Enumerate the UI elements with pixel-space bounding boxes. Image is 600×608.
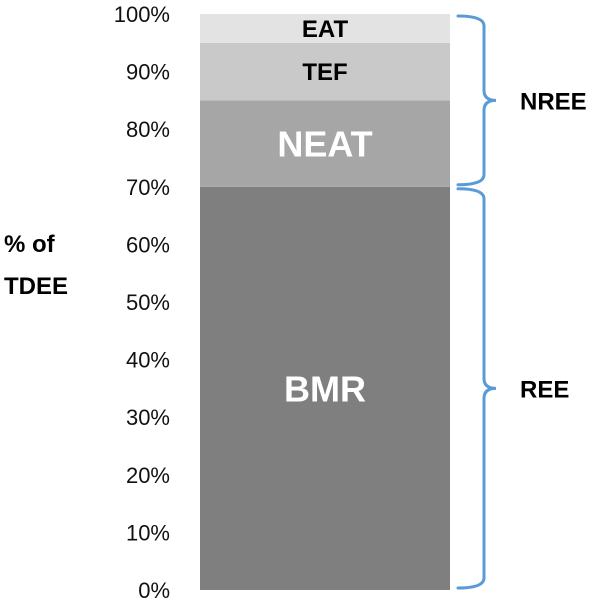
y-axis-label-line-2: TDEE [4, 273, 68, 300]
y-axis-ticks: 0% 10% 20% 30% 40% 50% 60% 70% 80% 90% 100% [114, 2, 170, 603]
y-tick-label: 100% [114, 2, 170, 27]
y-tick-label: 0% [138, 578, 170, 603]
segment-neat [200, 100, 450, 187]
group-label-nree: NREE [520, 88, 587, 115]
segment-label-bmr: BMR [284, 368, 366, 409]
segment-label-neat: NEAT [277, 124, 372, 165]
brace-ree [456, 187, 497, 590]
segment-label-tef: TEF [302, 59, 347, 86]
segment-eat [200, 14, 450, 43]
y-tick-label: 70% [126, 175, 170, 200]
stacked-bar [200, 14, 450, 591]
segment-tef [200, 42, 450, 101]
segment-bmr [200, 186, 450, 591]
y-tick-label: 60% [126, 232, 170, 257]
y-tick-label: 30% [126, 405, 170, 430]
y-tick-label: 50% [126, 290, 170, 315]
y-tick-label: 90% [126, 60, 170, 85]
y-tick-label: 40% [126, 348, 170, 373]
group-braces: NREE REE [456, 14, 587, 590]
group-label-ree: REE [520, 376, 569, 403]
y-axis-label-line-1: % of [4, 231, 56, 258]
y-tick-label: 10% [126, 520, 170, 545]
brace-nree [456, 14, 497, 187]
y-tick-label: 80% [126, 117, 170, 142]
segment-label-eat: EAT [302, 16, 349, 43]
y-tick-label: 20% [126, 463, 170, 488]
segment-labels: BMR NEAT TEF EAT [277, 16, 372, 409]
